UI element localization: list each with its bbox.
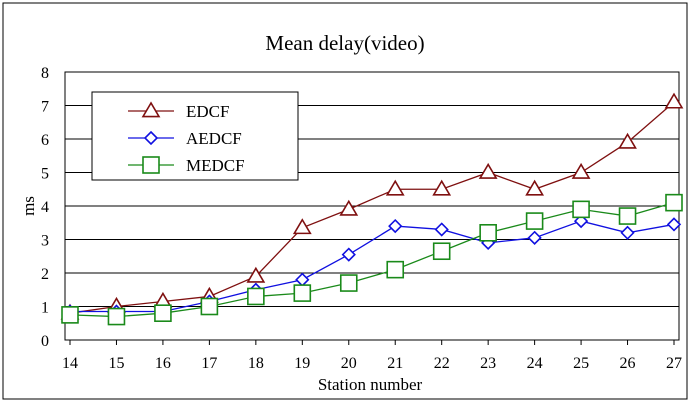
x-tick-label: 24 [527, 355, 543, 372]
x-tick-label: 27 [666, 355, 682, 372]
data-point-edcf [246, 266, 266, 283]
x-tick-label: 21 [387, 355, 403, 372]
x-tick-label: 16 [155, 355, 171, 372]
y-tick-label: 1 [41, 300, 49, 317]
x-axis-label: Station number [318, 375, 423, 394]
x-axis-ticks: 14 15 16 17 18 19 20 21 22 23 24 25 26 27 [62, 340, 682, 372]
chart-title: Mean delay(video) [265, 31, 424, 55]
legend-label-aedcf: AEDCF [186, 129, 242, 148]
data-point-medcf [665, 193, 683, 212]
x-tick-label: 22 [434, 355, 450, 372]
data-point-edcf [478, 162, 498, 179]
legend-label-edcf: EDCF [186, 102, 229, 121]
y-tick-label: 6 [41, 132, 49, 149]
y-tick-label: 3 [41, 233, 49, 250]
data-point-medcf [525, 212, 544, 230]
data-point-edcf [432, 179, 452, 196]
legend-box [91, 91, 299, 181]
x-tick-label: 25 [573, 355, 589, 372]
data-point-aedcf [620, 225, 635, 240]
legend: EDCF AEDCF MEDCF [91, 91, 299, 181]
data-point-edcf [339, 199, 359, 216]
data-point-aedcf [527, 230, 542, 245]
series-line-edcf [69, 101, 675, 314]
series-layer [60, 92, 684, 326]
x-tick-label: 17 [201, 355, 217, 372]
legend-marker-medcf [142, 156, 160, 174]
x-tick-label: 26 [620, 355, 636, 372]
x-tick-label: 23 [480, 355, 496, 372]
data-point-edcf [618, 132, 637, 149]
series-edcf [60, 92, 684, 320]
data-point-medcf [432, 242, 451, 261]
data-point-medcf [107, 307, 126, 326]
x-tick-label: 19 [294, 355, 310, 372]
data-point-edcf [292, 218, 312, 235]
data-point-aedcf [388, 218, 403, 234]
legend-marker-edcf [141, 101, 161, 118]
data-point-medcf [339, 274, 358, 292]
data-point-edcf [664, 92, 684, 109]
y-axis-label: ms [19, 196, 38, 216]
data-point-edcf [525, 179, 545, 196]
y-tick-label: 8 [41, 65, 49, 82]
y-tick-label: 5 [41, 166, 49, 183]
data-point-medcf [247, 287, 265, 306]
data-point-medcf [154, 304, 172, 323]
y-axis-ticks: 0 1 2 3 4 5 6 7 8 [41, 65, 49, 350]
data-point-medcf [293, 284, 312, 302]
data-point-aedcf [341, 247, 356, 262]
data-point-medcf [618, 207, 637, 225]
legend-label-medcf: MEDCF [186, 156, 245, 175]
y-tick-label: 2 [41, 266, 49, 283]
x-tick-label: 20 [341, 355, 357, 372]
x-tick-label: 14 [62, 355, 78, 372]
data-point-edcf [571, 162, 591, 179]
data-point-aedcf [434, 222, 449, 237]
data-point-medcf [61, 306, 79, 324]
y-tick-label: 7 [41, 99, 49, 116]
y-tick-label: 0 [41, 333, 49, 350]
data-point-medcf [572, 200, 590, 219]
series-medcf [61, 193, 683, 326]
data-point-edcf [385, 179, 405, 196]
data-point-aedcf [666, 217, 682, 232]
x-tick-label: 18 [248, 355, 264, 372]
data-point-medcf [479, 224, 497, 242]
x-tick-label: 15 [108, 355, 124, 372]
y-tick-label: 4 [41, 199, 49, 216]
data-point-medcf [200, 297, 219, 316]
legend-marker-aedcf [143, 130, 159, 146]
data-point-medcf [386, 260, 405, 279]
